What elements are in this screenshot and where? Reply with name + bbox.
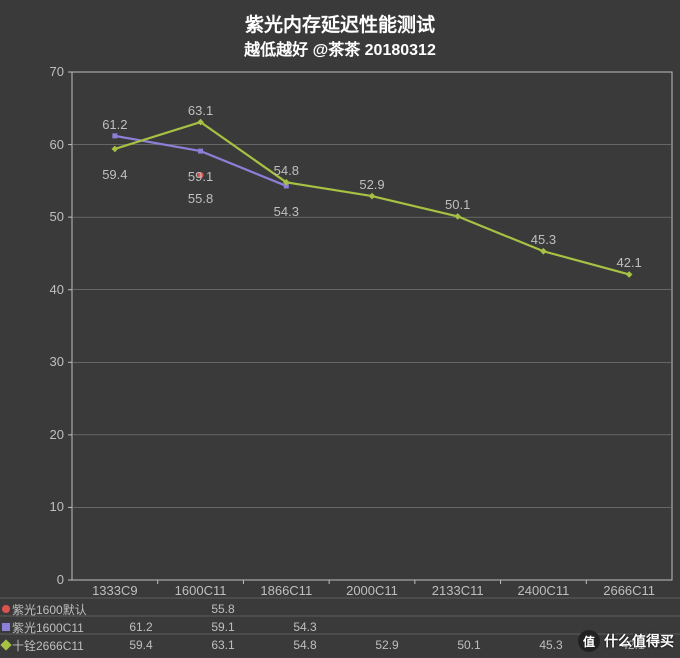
- watermark-badge-icon: 值: [578, 630, 600, 652]
- data-label: 45.3: [531, 232, 556, 247]
- y-axis-label: 70: [50, 64, 64, 79]
- watermark: 值什么值得买: [578, 630, 674, 652]
- table-row: 紫光1600C11 61.259.154.3: [0, 618, 674, 636]
- data-label: 42.1: [616, 255, 641, 270]
- x-axis-label: 2133C11: [432, 583, 484, 598]
- legend-cell: 十铨2666C11: [0, 637, 100, 654]
- legend-marker-icon: [2, 605, 10, 613]
- plot-svg: [0, 0, 680, 658]
- legend-marker-icon: [0, 639, 11, 650]
- data-label: 61.2: [102, 117, 127, 132]
- legend-label: 紫光1600默认: [12, 601, 87, 618]
- data-label: 59.4: [102, 167, 127, 182]
- y-axis-label: 60: [50, 137, 64, 152]
- y-axis-label: 50: [50, 209, 64, 224]
- data-label: 54.8: [274, 163, 299, 178]
- table-cell: 59.1: [182, 620, 264, 634]
- y-axis-label: 10: [50, 499, 64, 514]
- table-cell: 59.4: [100, 638, 182, 652]
- legend-label: 紫光1600C11: [12, 619, 84, 636]
- table-row: 十铨2666C1159.463.154.852.950.145.342.1: [0, 636, 674, 654]
- legend-cell: 紫光1600C11: [0, 619, 100, 636]
- chart-container: 紫光内存延迟性能测试越低越好 @茶茶 201803120102030405060…: [0, 0, 680, 658]
- table-row: 紫光1600默认 55.8: [0, 600, 674, 618]
- y-axis-label: 0: [57, 572, 64, 587]
- x-axis-label: 2000C11: [346, 583, 398, 598]
- table-cell: 55.8: [182, 602, 264, 616]
- y-axis-label: 40: [50, 282, 64, 297]
- data-label: 63.1: [188, 103, 213, 118]
- table-cell: 54.3: [264, 620, 346, 634]
- y-axis-label: 20: [50, 427, 64, 442]
- data-label: 55.8: [188, 191, 213, 206]
- x-axis-label: 1866C11: [260, 583, 312, 598]
- table-cell: 54.8: [264, 638, 346, 652]
- legend-marker-icon: [2, 623, 10, 631]
- x-axis-label: 2400C11: [518, 583, 570, 598]
- legend-label: 十铨2666C11: [12, 637, 84, 654]
- data-label: 50.1: [445, 197, 470, 212]
- watermark-text: 什么值得买: [604, 631, 674, 651]
- data-label: 54.3: [274, 204, 299, 219]
- data-label: 59.1: [188, 169, 213, 184]
- y-axis-label: 30: [50, 354, 64, 369]
- table-cell: 63.1: [182, 638, 264, 652]
- legend-cell: 紫光1600默认: [0, 601, 100, 618]
- x-axis-label: 1333C9: [92, 583, 138, 598]
- x-axis-label: 1600C11: [175, 583, 227, 598]
- table-cell: 52.9: [346, 638, 428, 652]
- data-label: 52.9: [359, 177, 384, 192]
- table-cell: 50.1: [428, 638, 510, 652]
- x-axis-label: 2666C11: [603, 583, 655, 598]
- table-cell: 61.2: [100, 620, 182, 634]
